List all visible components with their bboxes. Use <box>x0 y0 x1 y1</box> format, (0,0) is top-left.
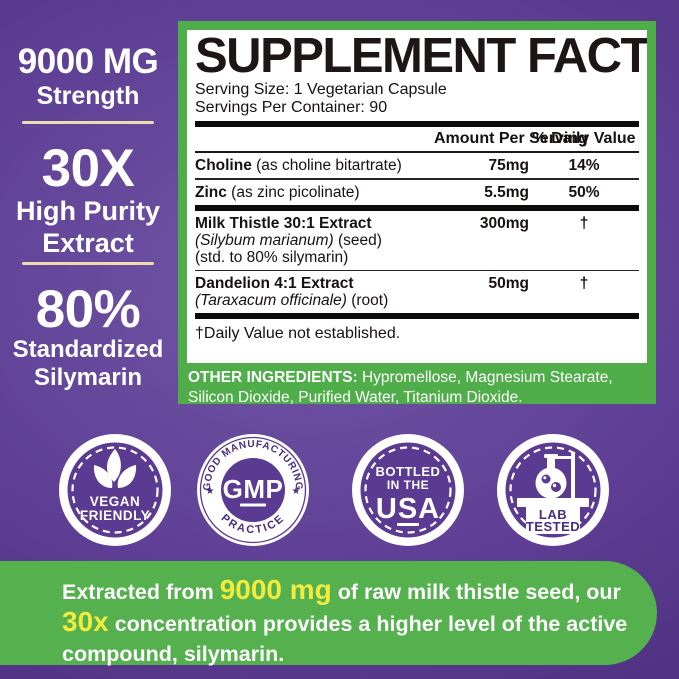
stat-silymarin-value: 80% <box>35 280 141 339</box>
banner-line-2: 30x concentration provides a higher leve… <box>62 606 628 637</box>
table-rule-thick <box>195 313 639 319</box>
ingredient-amount: 300mg <box>479 214 529 232</box>
botanical-name: (Taraxacum officinale) <box>195 292 347 309</box>
other-ingredients: OTHER INGREDIENTS: Hypromellose, Magnesi… <box>178 363 656 408</box>
table-row: Zinc (as zinc picolinate) 5.5mg 50% <box>195 180 639 205</box>
leaves-icon <box>93 449 137 488</box>
table-rule-thick <box>195 121 639 127</box>
botanical-name: (Silybum marianum) <box>195 231 334 249</box>
badge-label: LAB <box>539 507 567 522</box>
sidebar-divider <box>22 121 154 124</box>
ingredient-amount: 5.5mg <box>484 183 529 201</box>
ingredient-daily-value: 14% <box>568 157 600 174</box>
servings-per-container: Servings Per Container: 90 <box>195 99 388 116</box>
serving-size: Serving Size: 1 Vegetarian Capsule <box>195 81 447 98</box>
other-ingredients-label: OTHER INGREDIENTS: <box>188 369 358 386</box>
highlight-9000mg: 9000 mg <box>219 574 332 605</box>
table-rule-thick <box>195 204 639 211</box>
badge-inner-disc <box>360 442 456 538</box>
banner-line-3: compound, silymarin. <box>62 642 285 666</box>
table-row: Milk Thistle 30:1 Extract (Silybum maria… <box>195 211 639 270</box>
supplement-facts-panel: SUPPLEMENT FACTS Serving Size: 1 Vegetar… <box>178 21 656 406</box>
star-icon: ★ <box>292 486 301 497</box>
other-ingredients-list: Hypromellose, Magnesium Stearate, Silico… <box>188 369 613 406</box>
standardization-note: (std. to 80% silymarin) <box>195 248 349 266</box>
usa-underline <box>397 523 419 526</box>
pedestal <box>517 498 589 534</box>
vegan-friendly-badge: VEGAN FRIENDLY <box>59 434 171 546</box>
highlight-30x: 30x <box>62 606 109 637</box>
badge-label: USA <box>376 493 440 525</box>
daily-value-footnote: †Daily Value not established. <box>195 325 401 342</box>
marketing-banner: Extracted from 9000 mg of raw milk thist… <box>0 561 657 666</box>
table-rule-thin <box>195 151 639 153</box>
ingredient-name: Zinc <box>195 183 227 201</box>
ingredient-name: Choline <box>195 157 252 174</box>
table-row: Dandelion 4:1 Extract (Taraxacum officin… <box>195 271 639 313</box>
stat-strength-label: Strength <box>36 82 140 110</box>
plant-part: (seed) <box>333 231 382 249</box>
ingredient-detail: (as choline bitartrate) <box>251 157 402 174</box>
plant-part: (root) <box>346 292 389 309</box>
badge-dashed-ring <box>364 446 452 534</box>
stat-strength-value: 9000 MG <box>17 42 159 81</box>
badge-label: BOTTLED <box>376 464 441 479</box>
lab-tested-badge: LAB TESTED <box>497 434 609 546</box>
column-header-daily-value: % Daily Value <box>532 130 636 147</box>
badge-label: GMP <box>223 474 284 504</box>
stat-extract-label: High Purity Extract <box>15 196 160 258</box>
badge-center-disc <box>221 458 285 522</box>
ingredient-daily-value: † <box>579 275 589 292</box>
ingredient-daily-value: 50% <box>568 183 600 201</box>
table-row: Choline (as choline bitartrate) 75mg 14% <box>195 153 639 178</box>
ingredient-name: Milk Thistle 30:1 Extract <box>195 214 372 232</box>
ingredient-amount: 75mg <box>488 157 530 174</box>
ingredient-name: Dandelion 4:1 Extract <box>195 275 354 292</box>
column-header-amount: Amount Per Serving <box>434 130 588 147</box>
badge-label: VEGAN <box>90 494 141 509</box>
sidebar-divider <box>22 262 154 265</box>
badge-inner-disc <box>67 442 163 538</box>
badge-dashed-ring <box>71 446 159 534</box>
stat-extract-value: 30X <box>41 139 135 198</box>
table-rule-thin <box>195 178 639 180</box>
bottled-in-usa-badge: BOTTLED IN THE USA <box>352 434 464 546</box>
table-rule-thin <box>195 269 639 271</box>
star-icon: ★ <box>206 486 215 497</box>
gmp-badge: GOOD MANUFACTURING PRACTICE ★ ★ GMP <box>197 434 309 546</box>
badge-label: FRIENDLY <box>80 508 150 523</box>
ingredient-amount: 50mg <box>488 275 530 292</box>
badge-thin-ring <box>199 436 307 544</box>
ingredient-detail: (as zinc picolinate) <box>226 183 360 201</box>
stat-silymarin-label: Standardized Silymarin <box>12 336 164 392</box>
supplement-facts-table: SUPPLEMENT FACTS Serving Size: 1 Vegetar… <box>187 30 647 363</box>
flask-icon <box>535 452 575 500</box>
ingredient-daily-value: † <box>579 214 589 232</box>
badge-label: IN THE <box>387 478 429 492</box>
panel-title: SUPPLEMENT FACTS <box>195 30 647 83</box>
table-header-row: Amount Per Serving % Daily Value <box>195 129 639 149</box>
gmp-underline <box>240 503 266 507</box>
banner-line-1: Extracted from 9000 mg of raw milk thist… <box>62 574 621 605</box>
badge-label: TESTED <box>526 519 580 534</box>
